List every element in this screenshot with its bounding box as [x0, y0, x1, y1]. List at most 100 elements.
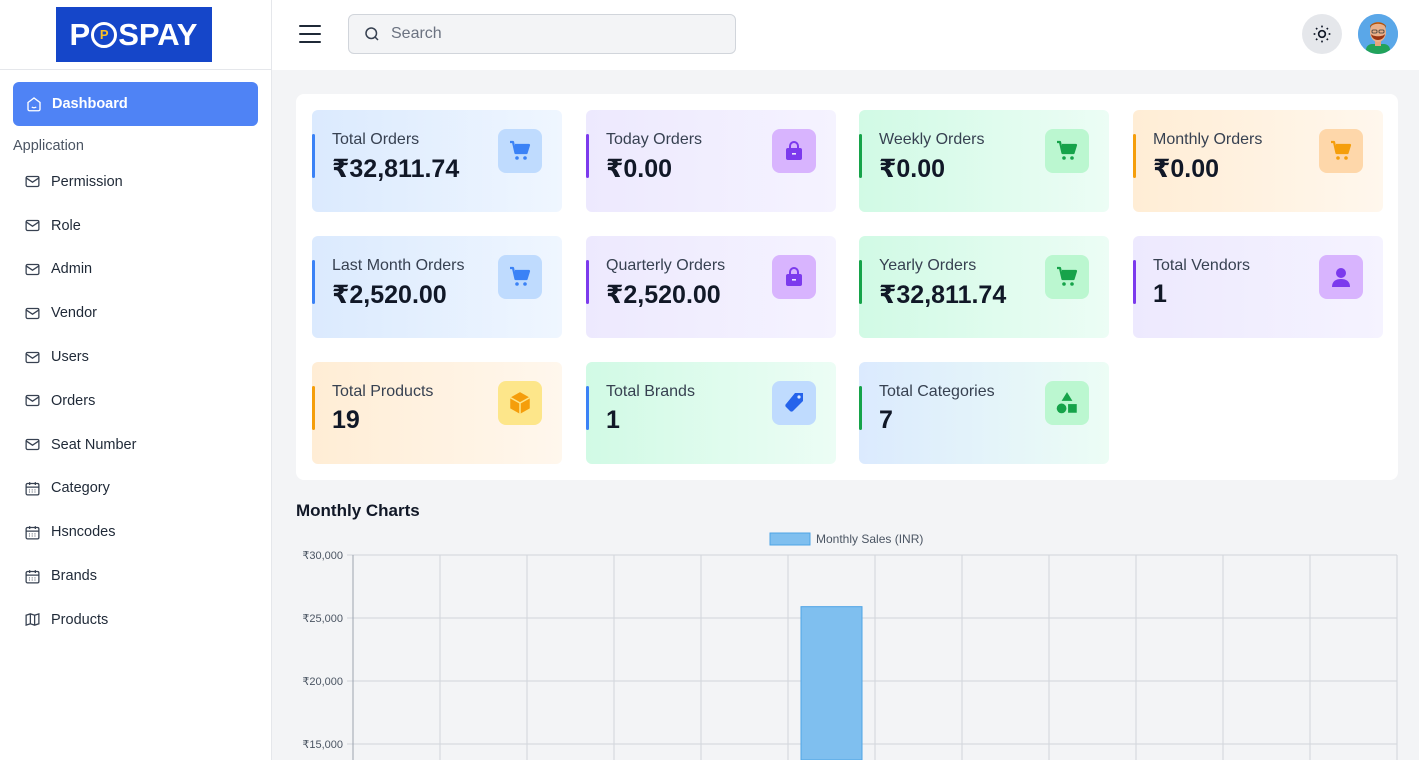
cart-icon	[1319, 129, 1363, 173]
stat-card-quarterly-orders[interactable]: Quarterly Orders ₹2,520.00	[586, 236, 836, 338]
stat-card-last-month-orders[interactable]: Last Month Orders ₹2,520.00	[312, 236, 562, 338]
sidebar-item-label: Products	[51, 611, 109, 628]
sidebar-nav: Dashboard Application Permission Role Admi…	[0, 70, 271, 642]
logo-text-after: SPAY	[118, 16, 198, 52]
sidebar-item-label: Vendor	[51, 305, 97, 322]
sidebar-item-label: Permission	[51, 173, 123, 190]
sidebar-item-brands[interactable]: Brands	[13, 554, 258, 598]
stat-label: Yearly Orders	[879, 257, 977, 274]
accent-bar	[312, 386, 315, 430]
sidebar-item-label: Seat Number	[51, 436, 137, 453]
stat-card-total-vendors[interactable]: Total Vendors 1	[1133, 236, 1383, 338]
top-header	[272, 0, 1419, 70]
chart-section-title: Monthly Charts	[296, 501, 420, 520]
bag-icon	[772, 129, 816, 173]
stat-label: Total Products	[332, 383, 434, 400]
stat-value: ₹0.00	[879, 155, 946, 183]
search-icon	[365, 27, 379, 41]
stat-value: 7	[879, 406, 893, 434]
stat-card-total-orders[interactable]: Total Orders ₹32,811.74	[312, 110, 562, 212]
stat-card-monthly-orders[interactable]: Monthly Orders ₹0.00	[1133, 110, 1383, 212]
stat-value: ₹0.00	[1153, 155, 1220, 183]
stat-value: 19	[332, 406, 360, 434]
menu-toggle-icon[interactable]	[299, 25, 321, 43]
accent-bar	[312, 134, 315, 178]
stat-card-weekly-orders[interactable]: Weekly Orders ₹0.00	[859, 110, 1109, 212]
sidebar-section-title: Application	[13, 138, 84, 154]
calendar-icon	[24, 568, 51, 585]
accent-bar	[859, 386, 862, 430]
stat-card-total-categories[interactable]: Total Categories 7	[859, 362, 1109, 464]
accent-bar	[586, 134, 589, 178]
stat-value: ₹32,811.74	[879, 281, 1007, 309]
calendar-icon	[24, 524, 51, 541]
cart-icon	[498, 129, 542, 173]
sidebar-item-dashboard[interactable]: Dashboard	[13, 82, 258, 126]
stat-label: Quarterly Orders	[606, 257, 726, 274]
accent-bar	[859, 260, 862, 304]
user-icon	[1319, 255, 1363, 299]
stat-card-total-products[interactable]: Total Products 19	[312, 362, 562, 464]
sidebar-item-role[interactable]: Role	[13, 204, 258, 248]
mail-icon	[24, 261, 51, 278]
logo-text-before: P	[69, 16, 91, 52]
theme-toggle-button[interactable]	[1302, 14, 1342, 54]
legend-label: Monthly Sales (INR)	[816, 532, 923, 546]
stat-card-yearly-orders[interactable]: Yearly Orders ₹32,811.74	[859, 236, 1109, 338]
legend-swatch	[769, 532, 811, 546]
mail-icon	[24, 217, 51, 234]
stat-card-total-brands[interactable]: Total Brands 1	[586, 362, 836, 464]
y-tick-label: ₹20,000	[302, 676, 343, 688]
accent-bar	[859, 134, 862, 178]
stat-card-today-orders[interactable]: Today Orders ₹0.00	[586, 110, 836, 212]
sidebar-item-label: Dashboard	[52, 96, 128, 112]
stat-value: ₹32,811.74	[332, 155, 460, 183]
stat-label: Total Categories	[879, 383, 995, 400]
monthly-sales-chart: Monthly Sales (INR) ₹30,000 ₹25,000 ₹20,000…	[302, 532, 1398, 760]
search-input[interactable]	[391, 25, 711, 43]
stat-value: ₹2,520.00	[332, 281, 447, 309]
sidebar-item-products[interactable]: Products	[13, 598, 258, 642]
stat-label: Total Brands	[606, 383, 695, 400]
sidebar-item-label: Orders	[51, 392, 96, 409]
accent-bar	[1133, 134, 1136, 178]
sidebar-item-vendor[interactable]: Vendor	[13, 291, 258, 335]
sidebar-item-hsncodes[interactable]: Hsncodes	[13, 510, 258, 554]
brand-logo[interactable]: P P SPAY	[55, 7, 212, 62]
accent-bar	[586, 386, 589, 430]
accent-bar	[1133, 260, 1136, 304]
y-tick-label: ₹25,000	[302, 613, 343, 625]
mail-icon	[24, 436, 51, 453]
stat-label: Total Orders	[332, 131, 420, 148]
mail-icon	[24, 349, 51, 366]
avatar[interactable]	[1358, 14, 1398, 54]
stat-value: 1	[1153, 280, 1167, 308]
sidebar-item-category[interactable]: Category	[13, 467, 258, 511]
sidebar-item-users[interactable]: Users	[13, 335, 258, 379]
stat-value: ₹2,520.00	[606, 281, 721, 309]
chart-bar	[800, 606, 863, 760]
sidebar-item-label: Users	[51, 349, 89, 366]
sidebar-item-label: Role	[51, 217, 81, 234]
stat-value: ₹0.00	[606, 155, 673, 183]
sidebar-item-label: Hsncodes	[51, 524, 116, 541]
logo-area: P P SPAY	[0, 0, 271, 70]
sidebar-item-admin[interactable]: Admin	[13, 248, 258, 292]
shapes-icon	[1045, 381, 1089, 425]
sidebar-item-orders[interactable]: Orders	[13, 379, 258, 423]
sidebar-item-permission[interactable]: Permission	[13, 160, 258, 204]
sidebar-item-label: Admin	[51, 261, 93, 278]
stat-label: Weekly Orders	[879, 131, 985, 148]
accent-bar	[312, 260, 315, 304]
sidebar-item-seat-number[interactable]: Seat Number	[13, 423, 258, 467]
search-box	[348, 14, 736, 54]
home-icon	[27, 97, 41, 112]
stat-value: 1	[606, 406, 620, 434]
stat-label: Today Orders	[606, 131, 703, 148]
sidebar: P P SPAY Dashboard Application Permission R…	[0, 0, 272, 760]
cart-icon	[498, 255, 542, 299]
tag-icon	[772, 381, 816, 425]
box-icon	[498, 381, 542, 425]
y-tick-label: ₹15,000	[302, 739, 343, 751]
stat-label: Total Vendors	[1153, 257, 1250, 274]
